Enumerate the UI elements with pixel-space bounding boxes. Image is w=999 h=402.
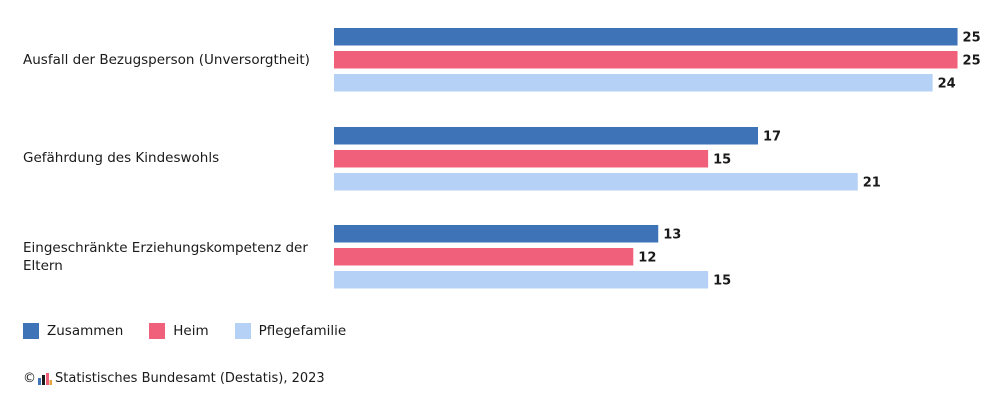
legend-swatch: [234, 323, 251, 339]
data-label-heim-1: 25: [963, 54, 981, 69]
legend-item-pflegefamilie: Pflegefamilie: [234, 323, 347, 339]
bar-heim-3: [334, 248, 634, 266]
destatis-logo-icon: [38, 372, 52, 385]
legend: Zusammen Heim Pflegefamilie: [23, 323, 372, 339]
bar-zusammen-2: [334, 127, 759, 145]
bar-pflegefamilie-2: [334, 173, 858, 191]
source-text: Statistisches Bundesamt (Destatis), 2023: [55, 371, 325, 386]
data-label-zusammen-3: 13: [663, 228, 681, 243]
legend-item-zusammen: Zusammen: [23, 323, 123, 339]
data-label-pflegefamilie-1: 24: [938, 77, 956, 92]
data-label-pflegefamilie-3: 15: [713, 274, 731, 289]
bar-heim-2: [334, 150, 709, 168]
bar-pflegefamilie-1: [334, 74, 933, 92]
data-label-zusammen-1: 25: [963, 31, 981, 46]
data-label-pflegefamilie-2: 21: [863, 176, 881, 191]
legend-label: Heim: [173, 323, 209, 339]
bar-zusammen-1: [334, 28, 958, 46]
bar-chart: 25 25 24 17 15 21 13 12 15: [334, 28, 981, 289]
copyright-symbol: ©: [23, 371, 36, 386]
legend-swatch: [23, 323, 39, 339]
legend-label: Zusammen: [47, 323, 124, 339]
data-label-zusammen-2: 17: [763, 130, 781, 145]
category-label-1: Ausfall der Bezugsperson (Unversorgtheit…: [23, 52, 310, 68]
data-label-heim-3: 12: [638, 251, 656, 266]
bar-heim-1: [334, 51, 958, 69]
legend-item-heim: Heim: [149, 323, 209, 339]
category-label-2: Gefährdung des Kindeswohls: [23, 150, 220, 166]
category-label-3: Eingeschränkte Erziehungskompetenz der E…: [23, 240, 308, 274]
bar-pflegefamilie-3: [334, 271, 709, 289]
legend-swatch: [149, 323, 166, 339]
source-credit: © Statistisches Bundesamt (Destatis), 20…: [23, 371, 325, 386]
bar-zusammen-3: [334, 225, 659, 243]
data-label-heim-2: 15: [713, 153, 731, 168]
legend-label: Pflegefamilie: [258, 323, 347, 339]
